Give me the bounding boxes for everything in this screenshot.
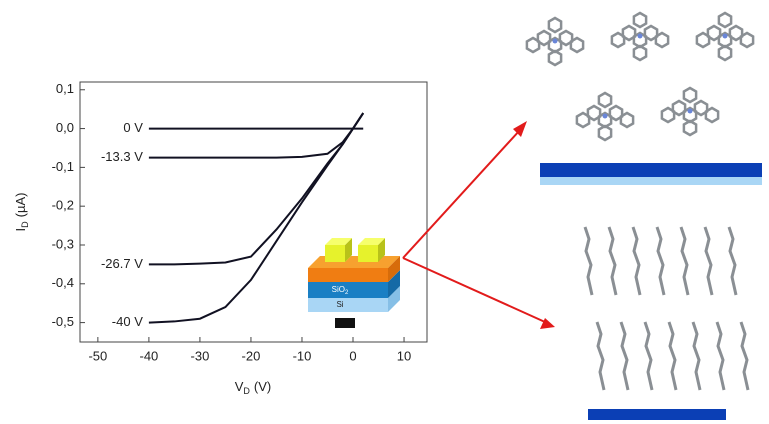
stick-molecule	[729, 227, 736, 295]
substrate-label: Si	[336, 300, 343, 309]
stick-molecule	[633, 227, 640, 295]
device-inset	[308, 238, 400, 328]
curve-label: 0 V	[123, 120, 143, 135]
curve-label: -26.7 V	[101, 256, 143, 271]
ring	[697, 33, 709, 47]
stick-molecule	[705, 227, 712, 295]
ring	[599, 93, 611, 107]
stick-molecule	[657, 227, 664, 295]
ring	[549, 18, 561, 32]
x-label-unit: (V)	[254, 379, 271, 394]
x-axis-label: VD (V)	[235, 379, 272, 396]
figure: VD(V) ID(µA) SiO2 Si -50-40-30-20-100100…	[0, 0, 769, 424]
x-tick-label: -50	[88, 348, 107, 363]
ring	[571, 38, 583, 52]
stick-molecule	[585, 227, 592, 295]
x-tick-label: -20	[242, 348, 261, 363]
substrate-top-base	[540, 177, 762, 185]
stick-molecule	[717, 322, 724, 390]
atom	[688, 109, 693, 114]
arrows	[403, 121, 555, 329]
x-tick-label: -30	[191, 348, 210, 363]
stick-molecule	[609, 227, 616, 295]
y-tick-label: 0,1	[56, 81, 74, 96]
ring	[684, 88, 696, 102]
x-tick-label: 10	[397, 348, 411, 363]
y-tick-label: -0,4	[52, 275, 74, 290]
stick-molecule	[741, 322, 748, 390]
y-tick-label: -0,2	[52, 198, 74, 213]
substrate-top	[540, 163, 762, 177]
curve-label: -13.3 V	[101, 149, 143, 164]
ring	[719, 13, 731, 27]
atom	[553, 39, 558, 44]
ring	[656, 33, 668, 47]
stick-molecule	[669, 322, 676, 390]
substrate-bottom	[588, 409, 726, 420]
ring	[527, 38, 539, 52]
stick-molecule	[645, 322, 652, 390]
stick-molecule	[621, 322, 628, 390]
ring	[612, 33, 624, 47]
curve	[149, 113, 363, 158]
stick-molecule	[693, 322, 700, 390]
y-label-sub: D	[20, 221, 30, 228]
y-axis-label: ID(µA)	[13, 193, 30, 232]
oxide-text: SiO	[332, 285, 345, 294]
y-tick-label: -0,5	[52, 314, 74, 329]
ring	[662, 108, 674, 122]
ring	[741, 33, 753, 47]
atom	[603, 114, 608, 119]
x-tick-label: -10	[293, 348, 312, 363]
x-label-sub: D	[243, 386, 250, 396]
y-label-unit: (µA)	[13, 193, 28, 218]
atom	[723, 34, 728, 39]
y-tick-label: -0,1	[52, 159, 74, 174]
y-tick-label: 0,0	[56, 120, 74, 135]
ring	[621, 113, 633, 127]
y-tick-label: -0,3	[52, 236, 74, 251]
x-tick-label: 0	[349, 348, 356, 363]
x-label-main: V	[235, 379, 244, 394]
x-tick-label: -40	[139, 348, 158, 363]
stick-molecule	[597, 322, 604, 390]
ring	[706, 108, 718, 122]
curve-label: -40 V	[112, 314, 143, 329]
molecules	[527, 13, 753, 390]
ring	[634, 13, 646, 27]
stick-molecule	[681, 227, 688, 295]
ring	[577, 113, 589, 127]
atom	[638, 34, 643, 39]
